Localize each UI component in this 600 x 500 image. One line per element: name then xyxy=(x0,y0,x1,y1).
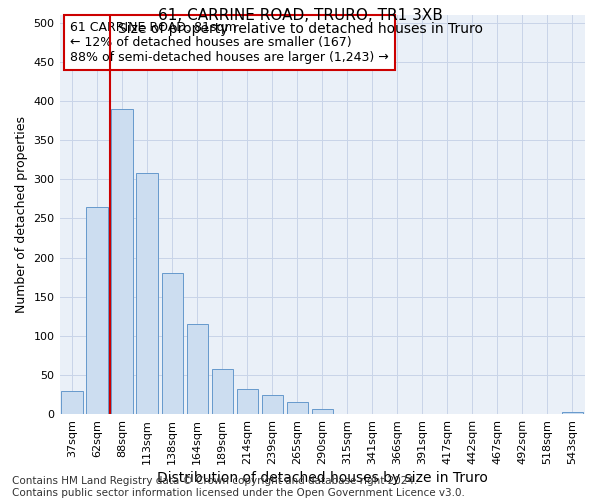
Bar xyxy=(236,389,258,414)
Bar xyxy=(562,412,583,414)
Text: Contains HM Land Registry data © Crown copyright and database right 2024.
Contai: Contains HM Land Registry data © Crown c… xyxy=(12,476,465,498)
Bar xyxy=(287,402,308,414)
X-axis label: Distribution of detached houses by size in Truro: Distribution of detached houses by size … xyxy=(157,471,488,485)
Bar xyxy=(212,368,233,414)
Text: Size of property relative to detached houses in Truro: Size of property relative to detached ho… xyxy=(118,22,482,36)
Bar xyxy=(112,109,133,414)
Bar xyxy=(86,206,108,414)
Bar xyxy=(61,390,83,414)
Text: 61 CARRINE ROAD: 81sqm
← 12% of detached houses are smaller (167)
88% of semi-de: 61 CARRINE ROAD: 81sqm ← 12% of detached… xyxy=(70,21,389,64)
Text: 61, CARRINE ROAD, TRURO, TR1 3XB: 61, CARRINE ROAD, TRURO, TR1 3XB xyxy=(158,8,442,22)
Bar xyxy=(311,408,333,414)
Bar xyxy=(136,173,158,414)
Bar xyxy=(187,324,208,414)
Bar xyxy=(161,273,183,414)
Y-axis label: Number of detached properties: Number of detached properties xyxy=(15,116,28,313)
Bar xyxy=(262,394,283,414)
